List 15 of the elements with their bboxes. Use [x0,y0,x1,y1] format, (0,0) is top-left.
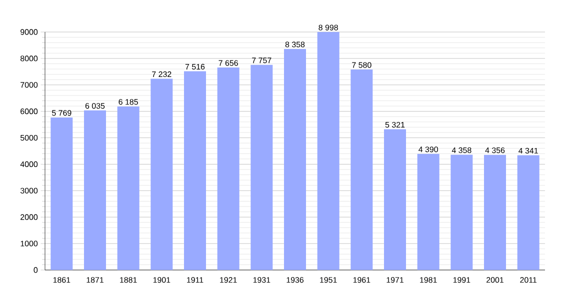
bar [184,71,206,270]
bar [317,32,340,270]
bar [217,68,240,270]
bar [150,78,173,270]
bar [117,106,140,270]
bar [384,129,406,270]
bar [84,110,106,270]
bar [450,154,473,270]
bar [250,64,273,270]
bar [484,154,506,270]
bar [517,155,540,270]
bar [350,70,373,270]
bar [284,48,306,270]
bar [50,117,73,270]
bar [417,154,440,270]
